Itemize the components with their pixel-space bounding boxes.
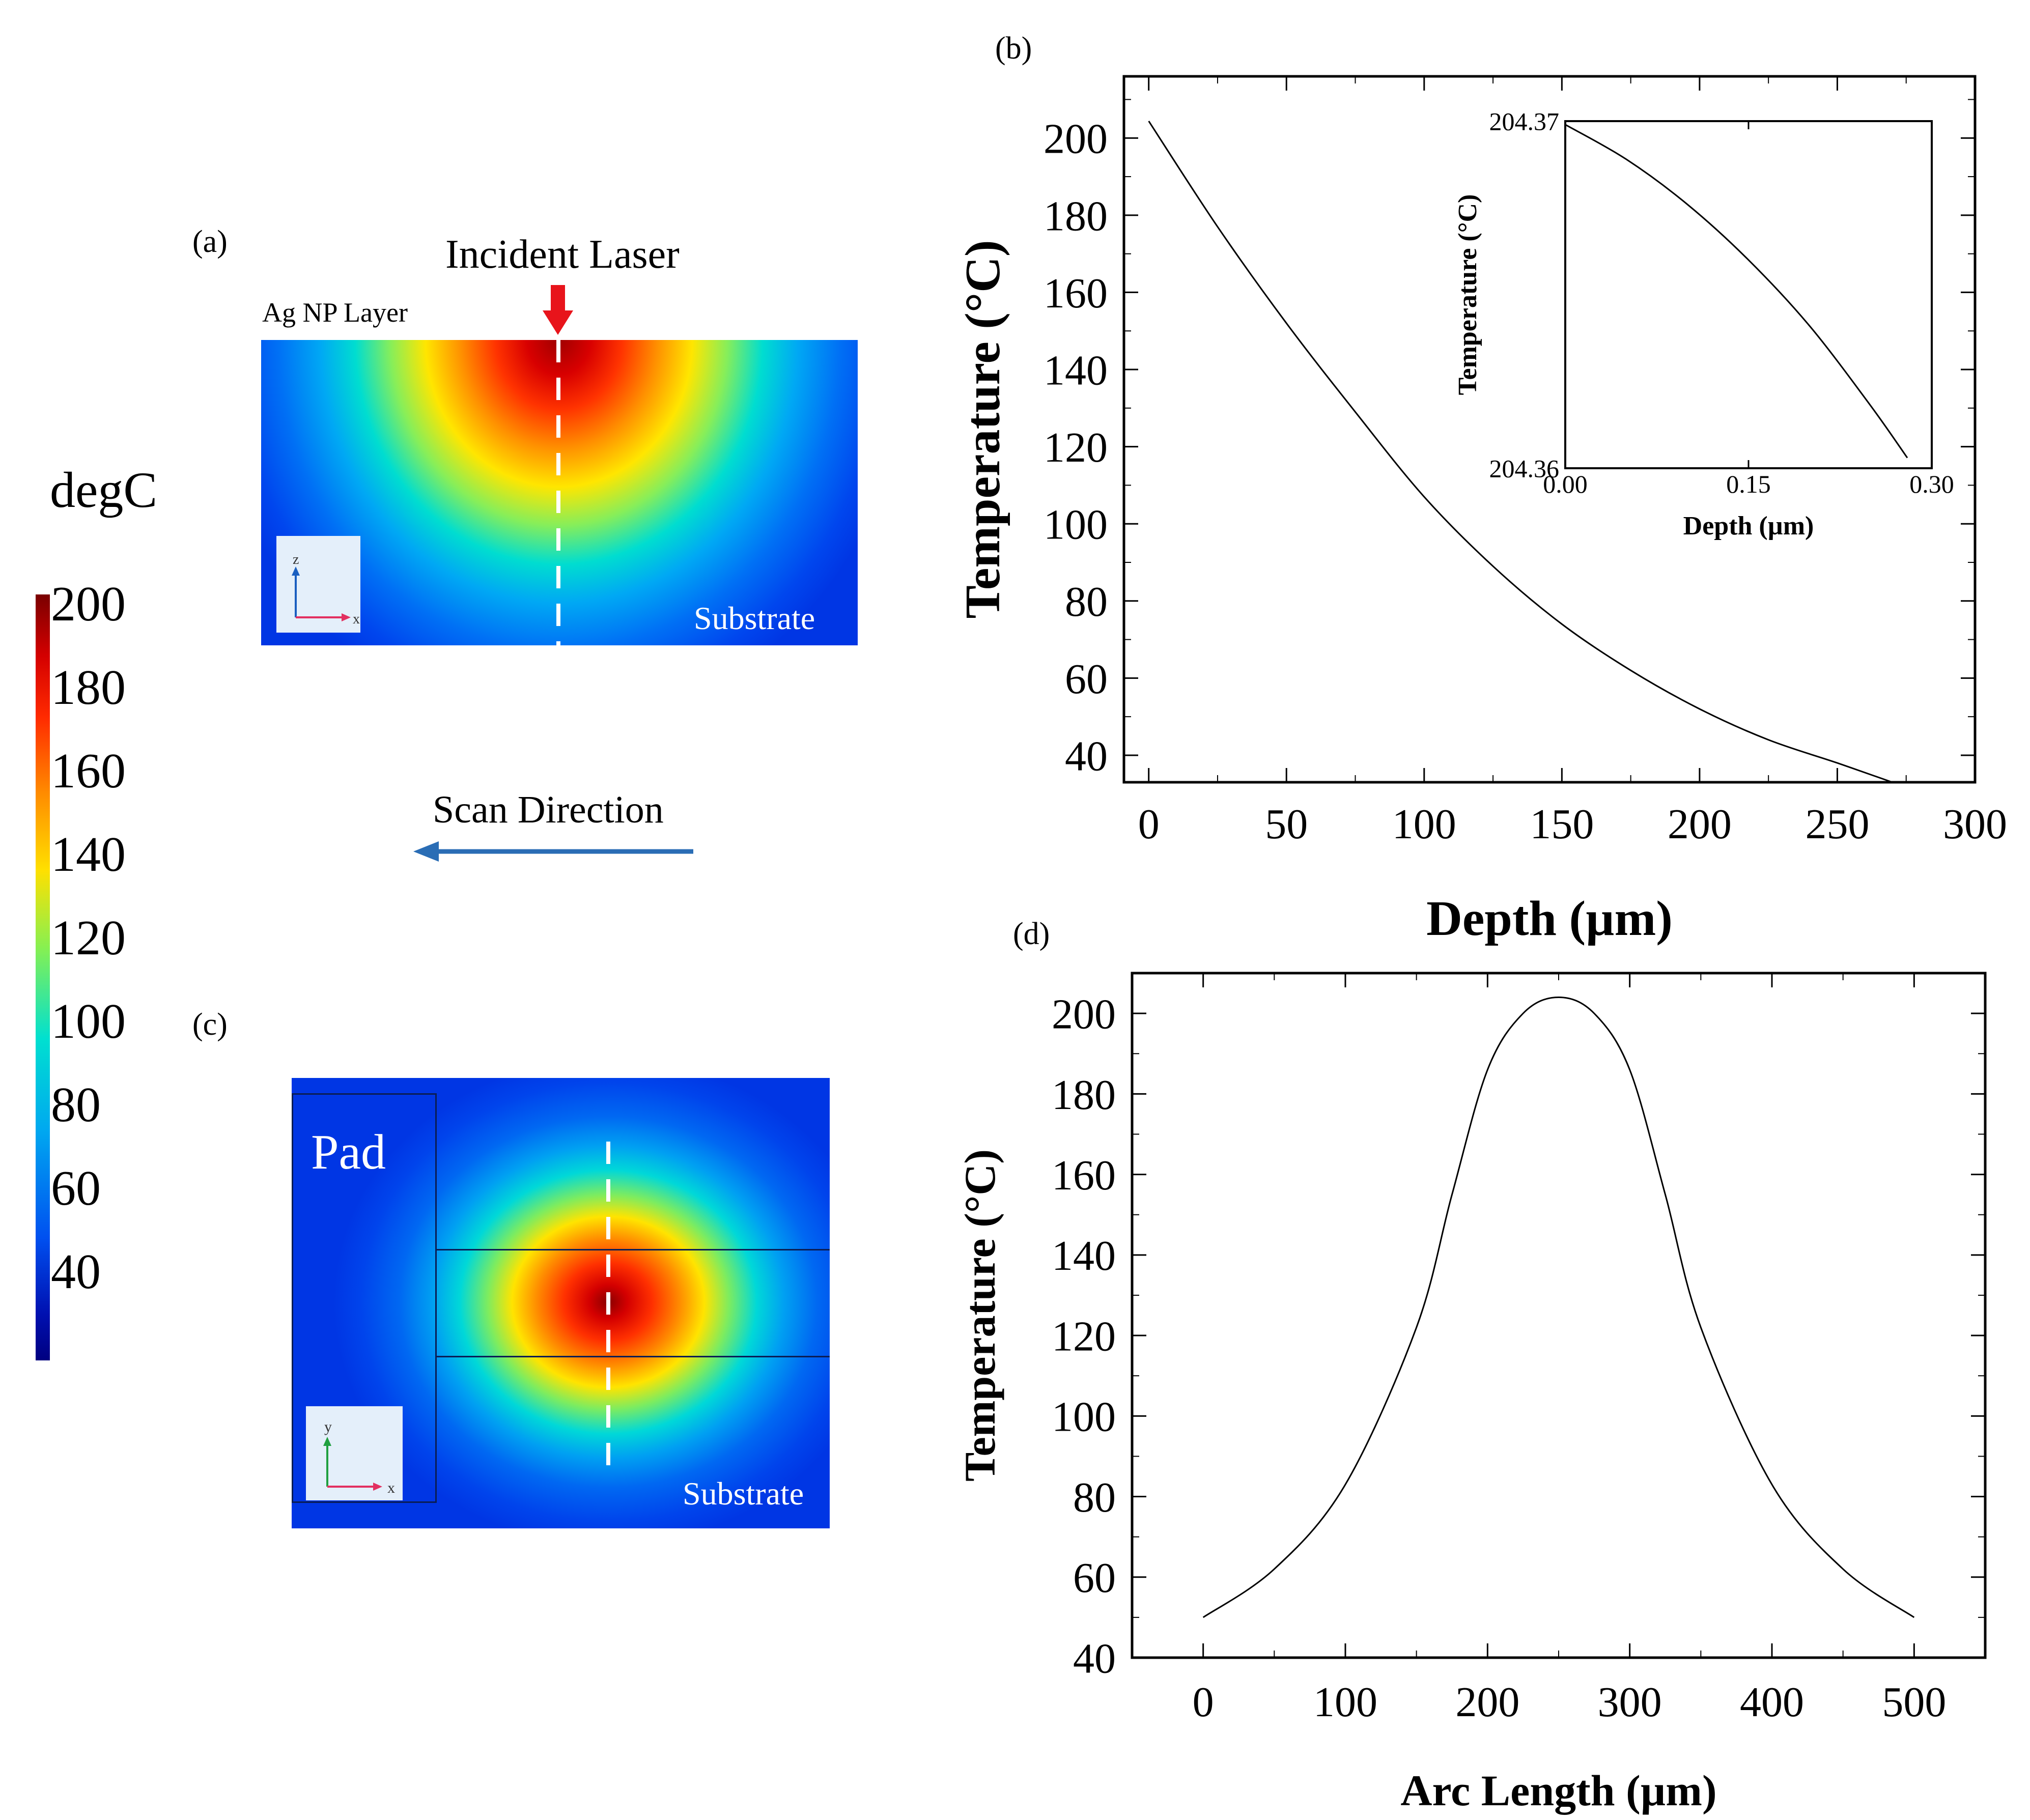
axis-x-label-c: x (387, 1480, 395, 1496)
laser-arrow-icon (543, 285, 573, 335)
chart-b-x-tick-label: 100 (1392, 801, 1456, 848)
scan-direction-arrow-icon (413, 841, 693, 862)
pad-label: Pad (311, 1125, 386, 1180)
chart-b-inset-y-tick-label: 204.36 (1489, 454, 1560, 483)
chart-b-inset-y-axis-title: Temperature (°C) (1453, 194, 1482, 395)
substrate-label-c: Substrate (683, 1475, 804, 1512)
chart-b-x-tick-label: 200 (1668, 801, 1732, 848)
colorbar-tick-label: 120 (51, 911, 126, 965)
chart-b-inset-x-axis-title: Depth (µm) (1683, 511, 1814, 541)
panel-d-label: (d) (1013, 917, 1050, 951)
chart-d-y-tick-label: 120 (1052, 1313, 1116, 1360)
chart-d-series-line (1202, 996, 1915, 1618)
chart-b-y-tick-label: 160 (1044, 270, 1108, 317)
chart-d-y-tick-label: 80 (1073, 1474, 1116, 1521)
chart-b-inset-x-tick-label: 0.00 (1543, 470, 1588, 498)
chart-b-y-tick-label: 40 (1065, 732, 1108, 780)
chart-d-x-tick-label: 200 (1455, 1679, 1519, 1726)
chart-b-x-tick-label: 250 (1805, 801, 1869, 848)
chart-b-x-tick-label: 150 (1530, 801, 1594, 848)
chart-d-y-axis-title: Temperature (°C) (955, 1149, 1004, 1482)
panel-a-label: (a) (192, 224, 228, 259)
colorbar-tick-label: 200 (51, 577, 126, 632)
panel-c-label: (c) (192, 1007, 228, 1042)
colorbar-tick-label: 180 (51, 660, 126, 715)
colorbar-tick-label: 140 (51, 827, 126, 882)
axis-triad-xy: y x (306, 1406, 403, 1500)
chart-d-x-tick-label: 0 (1193, 1679, 1214, 1726)
heatmap-top-view: Pad y x Substrate (292, 1078, 830, 1528)
trace-edge-bottom (437, 1356, 830, 1357)
chart-b-inset-x-tick-label: 0.30 (1909, 470, 1954, 498)
chart-d-y-tick-label: 140 (1052, 1232, 1116, 1279)
axis-x-label: x (353, 611, 360, 627)
panel-b-label: (b) (995, 31, 1032, 66)
colorbar-tick-label: 60 (51, 1161, 101, 1216)
colorbar-tick-label: 160 (51, 744, 126, 799)
chart-b-x-tick-label: 300 (1943, 801, 2007, 848)
chart-d-x-axis-title: Arc Length (µm) (1400, 1766, 1716, 1815)
chart-d-y-tick-label: 160 (1052, 1152, 1116, 1199)
trace-edge-top (437, 1249, 830, 1250)
chart-b-y-tick-label: 60 (1065, 656, 1108, 703)
substrate-label-a: Substrate (694, 600, 815, 636)
chart-b-inset-x-tick-label: 0.15 (1726, 470, 1771, 498)
axis-y-label: y (324, 1418, 332, 1435)
scan-direction-label: Scan Direction (433, 788, 664, 831)
chart-d-frame (1131, 972, 1987, 1659)
colorbar-unit: degC (50, 462, 158, 518)
chart-b-x-tick-label: 50 (1265, 801, 1308, 848)
chart-d-x-tick-label: 100 (1313, 1679, 1377, 1726)
chart-b-y-tick-label: 80 (1065, 578, 1108, 625)
chart-d-y-tick-label: 100 (1052, 1394, 1116, 1441)
chart-b-y-tick-label: 120 (1044, 424, 1108, 471)
colorbar-tick-label: 40 (51, 1244, 101, 1299)
chart-b-y-axis-title: Temperature (°C) (955, 240, 1010, 618)
ag-np-layer-label: Ag NP Layer (262, 297, 408, 328)
chart-b-y-tick-label: 200 (1044, 116, 1108, 163)
heatmap-cross-section: z x Substrate (261, 340, 858, 645)
chart-b-y-tick-label: 180 (1044, 192, 1108, 240)
incident-laser-label: Incident Laser (445, 232, 680, 277)
chart-b-y-tick-label: 140 (1044, 347, 1108, 394)
chart-b-y-tick-label: 100 (1044, 501, 1108, 549)
chart-b-x-axis-title: Depth (µm) (1426, 891, 1673, 946)
colorbar (36, 594, 50, 1360)
chart-d-y-tick-label: 40 (1073, 1635, 1116, 1682)
chart-d-y-tick-label: 180 (1052, 1071, 1116, 1119)
chart-d-x-tick-label: 300 (1598, 1679, 1662, 1726)
chart-b-inset-series-line (1565, 124, 1908, 459)
chart-b-x-tick-label: 0 (1138, 801, 1160, 848)
axis-triad-xz: z x (276, 536, 360, 633)
axis-z-label: z (293, 552, 299, 567)
chart-d-x-tick-label: 400 (1740, 1679, 1804, 1726)
chart-d-x-tick-label: 500 (1882, 1679, 1946, 1726)
chart-b-inset-y-tick-label: 204.37 (1489, 107, 1560, 136)
chart-b-series-line (1148, 121, 1893, 783)
chart-d-y-tick-label: 60 (1073, 1554, 1116, 1602)
chart-b-frame (1122, 75, 1977, 784)
colorbar-tick-label: 100 (51, 994, 126, 1049)
chart-d-y-tick-label: 200 (1052, 991, 1116, 1038)
pad-region (292, 1093, 437, 1503)
colorbar-tick-label: 80 (51, 1077, 101, 1132)
